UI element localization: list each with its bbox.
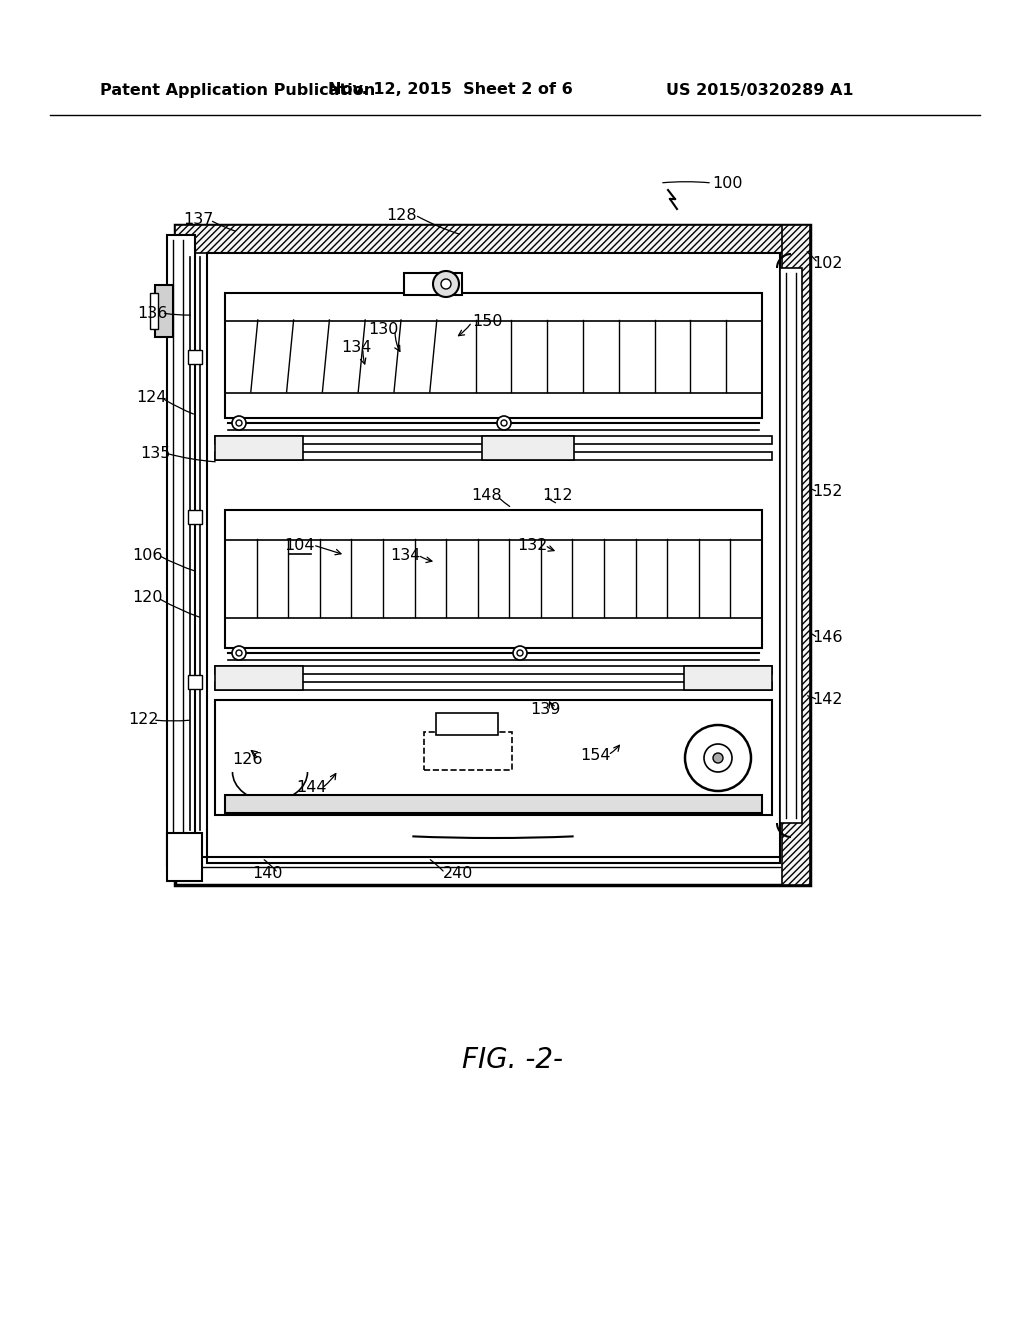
Text: Patent Application Publication: Patent Application Publication — [100, 82, 375, 98]
Bar — [215, 700, 772, 814]
Bar — [215, 667, 303, 690]
Bar — [684, 667, 772, 690]
Circle shape — [441, 279, 451, 289]
Text: 150: 150 — [473, 314, 503, 330]
Text: 240: 240 — [442, 866, 473, 880]
Text: 122: 122 — [128, 713, 159, 727]
Bar — [175, 224, 810, 884]
Bar — [188, 510, 202, 524]
Circle shape — [236, 420, 242, 426]
Circle shape — [232, 645, 246, 660]
Bar — [225, 510, 762, 648]
Bar — [404, 273, 462, 294]
Circle shape — [705, 744, 732, 772]
Text: 124: 124 — [137, 391, 167, 405]
Text: 102: 102 — [813, 256, 843, 271]
Circle shape — [232, 416, 246, 430]
Bar — [215, 436, 303, 459]
Circle shape — [236, 649, 242, 656]
Text: 137: 137 — [183, 213, 213, 227]
Bar — [780, 268, 802, 822]
Text: 120: 120 — [133, 590, 163, 606]
Text: FIG. -2-: FIG. -2- — [462, 1045, 562, 1074]
Bar — [225, 293, 762, 418]
Text: US 2015/0320289 A1: US 2015/0320289 A1 — [667, 82, 854, 98]
Bar — [167, 833, 202, 880]
Circle shape — [713, 752, 723, 763]
Text: 144: 144 — [297, 780, 328, 796]
Text: 132: 132 — [517, 537, 547, 553]
Text: 154: 154 — [580, 747, 610, 763]
Bar — [482, 436, 574, 459]
Circle shape — [433, 271, 459, 297]
Bar — [424, 733, 512, 770]
Circle shape — [497, 416, 511, 430]
Bar — [175, 224, 810, 253]
Text: 106: 106 — [133, 548, 163, 562]
Circle shape — [517, 649, 523, 656]
Text: 128: 128 — [387, 207, 418, 223]
Bar — [215, 436, 772, 444]
Text: Nov. 12, 2015  Sheet 2 of 6: Nov. 12, 2015 Sheet 2 of 6 — [328, 82, 572, 98]
Text: 148: 148 — [472, 488, 503, 503]
Text: 100: 100 — [713, 176, 743, 190]
Text: 152: 152 — [813, 484, 843, 499]
Text: 135: 135 — [140, 446, 170, 461]
Bar — [155, 285, 173, 337]
Text: 126: 126 — [232, 752, 263, 767]
Text: 146: 146 — [813, 631, 843, 645]
Text: 130: 130 — [368, 322, 398, 338]
Text: 140: 140 — [253, 866, 284, 880]
Circle shape — [513, 645, 527, 660]
Bar — [782, 224, 810, 884]
Bar — [215, 451, 772, 459]
Text: 139: 139 — [529, 702, 560, 718]
Text: 134: 134 — [341, 341, 371, 355]
Bar — [167, 235, 195, 865]
Bar — [207, 253, 780, 863]
Bar — [215, 667, 772, 675]
Bar — [225, 795, 762, 813]
Bar — [188, 675, 202, 689]
Circle shape — [685, 725, 751, 791]
Bar — [215, 682, 772, 690]
Text: 136: 136 — [137, 305, 167, 321]
Text: 142: 142 — [813, 693, 843, 708]
Bar — [150, 293, 158, 329]
Text: 134: 134 — [390, 548, 420, 562]
Bar — [188, 350, 202, 364]
Text: 112: 112 — [543, 488, 573, 503]
Text: 104: 104 — [285, 537, 315, 553]
Bar — [436, 713, 498, 735]
Circle shape — [501, 420, 507, 426]
